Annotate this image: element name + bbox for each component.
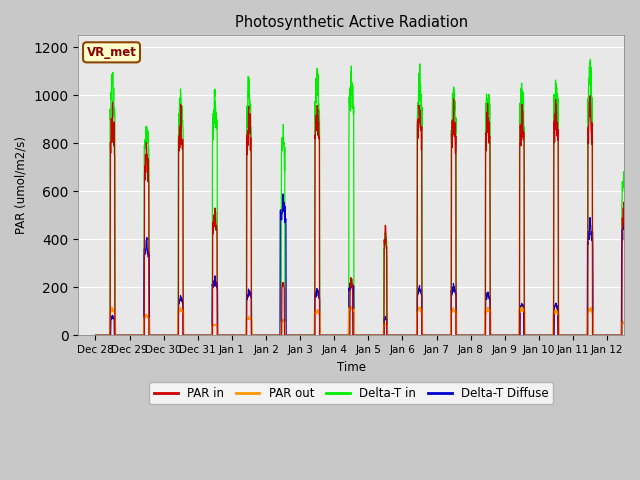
PAR out [348,303,355,309]
X-axis label: Time: Time [337,360,366,373]
Line: PAR in: PAR in [95,96,640,336]
Delta-T Diffuse [630,333,637,338]
Delta-T Diffuse [532,333,540,338]
Delta-T Diffuse [279,191,287,197]
PAR in [401,333,409,338]
PAR in [92,333,99,338]
PAR in [532,333,540,338]
Y-axis label: PAR (umol/m2/s): PAR (umol/m2/s) [15,136,28,234]
PAR out [401,333,409,338]
Delta-T in [586,57,594,62]
Line: PAR out: PAR out [95,306,640,336]
PAR in [563,333,571,338]
PAR out [532,333,540,338]
Delta-T in [630,333,637,338]
PAR out [637,333,640,338]
PAR out [92,333,99,338]
Delta-T in [637,333,640,338]
Line: Delta-T in: Delta-T in [95,60,640,336]
Delta-T in [92,333,99,338]
Delta-T Diffuse [146,333,154,338]
PAR in [630,333,637,338]
PAR in [637,333,640,338]
Line: Delta-T Diffuse: Delta-T Diffuse [95,194,640,336]
PAR in [146,333,154,338]
Text: VR_met: VR_met [86,46,136,59]
Title: Photosynthetic Active Radiation: Photosynthetic Active Radiation [235,15,468,30]
Delta-T Diffuse [92,333,99,338]
PAR out [564,333,572,338]
PAR out [146,333,154,338]
PAR in [264,333,271,338]
Legend: PAR in, PAR out, Delta-T in, Delta-T Diffuse: PAR in, PAR out, Delta-T in, Delta-T Dif… [149,382,554,404]
Delta-T Diffuse [564,333,572,338]
Delta-T Diffuse [264,333,271,338]
PAR out [630,333,637,338]
Delta-T in [563,333,571,338]
Delta-T in [532,333,540,338]
Delta-T Diffuse [637,333,640,338]
Delta-T in [146,333,154,338]
Delta-T in [401,333,409,338]
PAR out [264,333,271,338]
Delta-T in [264,333,271,338]
Delta-T Diffuse [401,333,409,338]
PAR in [586,93,594,98]
